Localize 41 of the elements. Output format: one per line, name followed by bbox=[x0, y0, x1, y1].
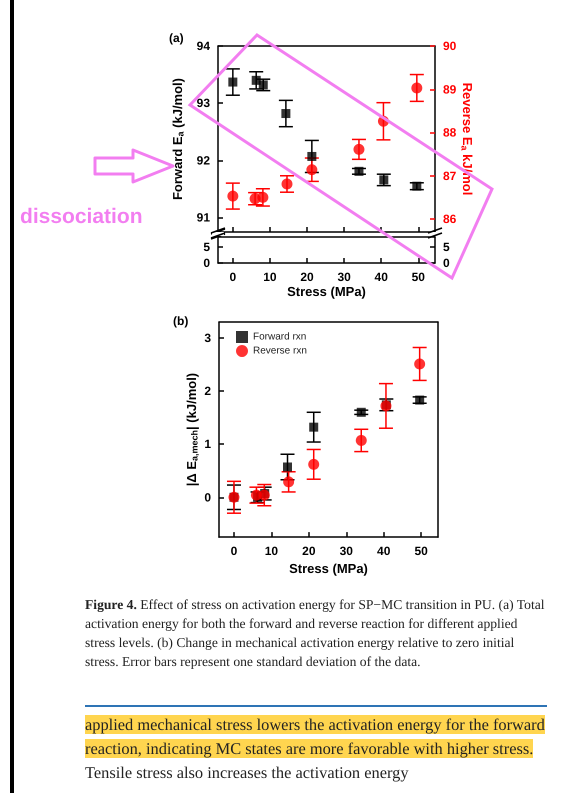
y-axis-title: |Δ Ea,mech| (kJ/mol) bbox=[184, 372, 200, 486]
x-tick-label: 30 bbox=[337, 270, 352, 284]
y2-tick-label: 88 bbox=[443, 126, 457, 140]
y2-tick-label: 89 bbox=[443, 82, 457, 96]
legend-label: Reverse rxn bbox=[253, 346, 307, 356]
y-tick-label: 0 bbox=[204, 490, 212, 504]
text: Tensile stress also increases the activation energy bbox=[85, 763, 409, 782]
y-tick-label: 94 bbox=[196, 39, 210, 53]
x-tick-label: 10 bbox=[263, 270, 277, 284]
y-tick-label: 92 bbox=[196, 153, 210, 168]
y2-tick-label: 5 bbox=[443, 240, 450, 254]
x-tick-label: 50 bbox=[412, 270, 426, 284]
chart-title: (b) bbox=[173, 314, 188, 328]
caption: Figure 4. bbox=[85, 597, 137, 612]
y-tick-label: 3 bbox=[204, 330, 212, 345]
y-axis-title: Forward Ea (kJ/mol) bbox=[170, 78, 186, 200]
legend-label: Forward rxn bbox=[253, 332, 306, 342]
x-tick-label: 20 bbox=[302, 544, 316, 558]
text: applied mechanical stress lowers the activation energy for the forward reaction, indicating MC states are more favorable with higher stress. bbox=[85, 715, 545, 758]
y-tick-label: 0 bbox=[203, 256, 210, 270]
y2-tick-label: 0 bbox=[443, 256, 450, 270]
x-tick-label: 0 bbox=[229, 270, 236, 284]
y-tick-label: 2 bbox=[204, 384, 212, 398]
y2-tick-label: 87 bbox=[443, 168, 457, 183]
y-tick-label: 93 bbox=[196, 96, 210, 110]
x-tick-label: 50 bbox=[414, 544, 428, 558]
x-axis-title: Stress (MPa) bbox=[289, 561, 368, 576]
x-tick-label: 30 bbox=[340, 544, 354, 558]
chart-title: (a) bbox=[169, 31, 184, 45]
x-axis-title: Stress (MPa) bbox=[287, 284, 366, 299]
x-tick-label: 40 bbox=[374, 270, 388, 284]
x-tick-label: 40 bbox=[377, 544, 391, 558]
y-tick-label: 91 bbox=[196, 210, 210, 225]
text: dissociation bbox=[20, 205, 143, 229]
y2-tick-label: 86 bbox=[443, 212, 457, 226]
x-tick-label: 20 bbox=[300, 270, 314, 284]
y2-tick-label: 90 bbox=[443, 39, 457, 53]
y-tick-label: 5 bbox=[203, 240, 210, 254]
x-tick-label: 0 bbox=[230, 544, 238, 558]
y-tick-label: 1 bbox=[204, 437, 212, 452]
x-tick-label: 10 bbox=[264, 544, 278, 558]
